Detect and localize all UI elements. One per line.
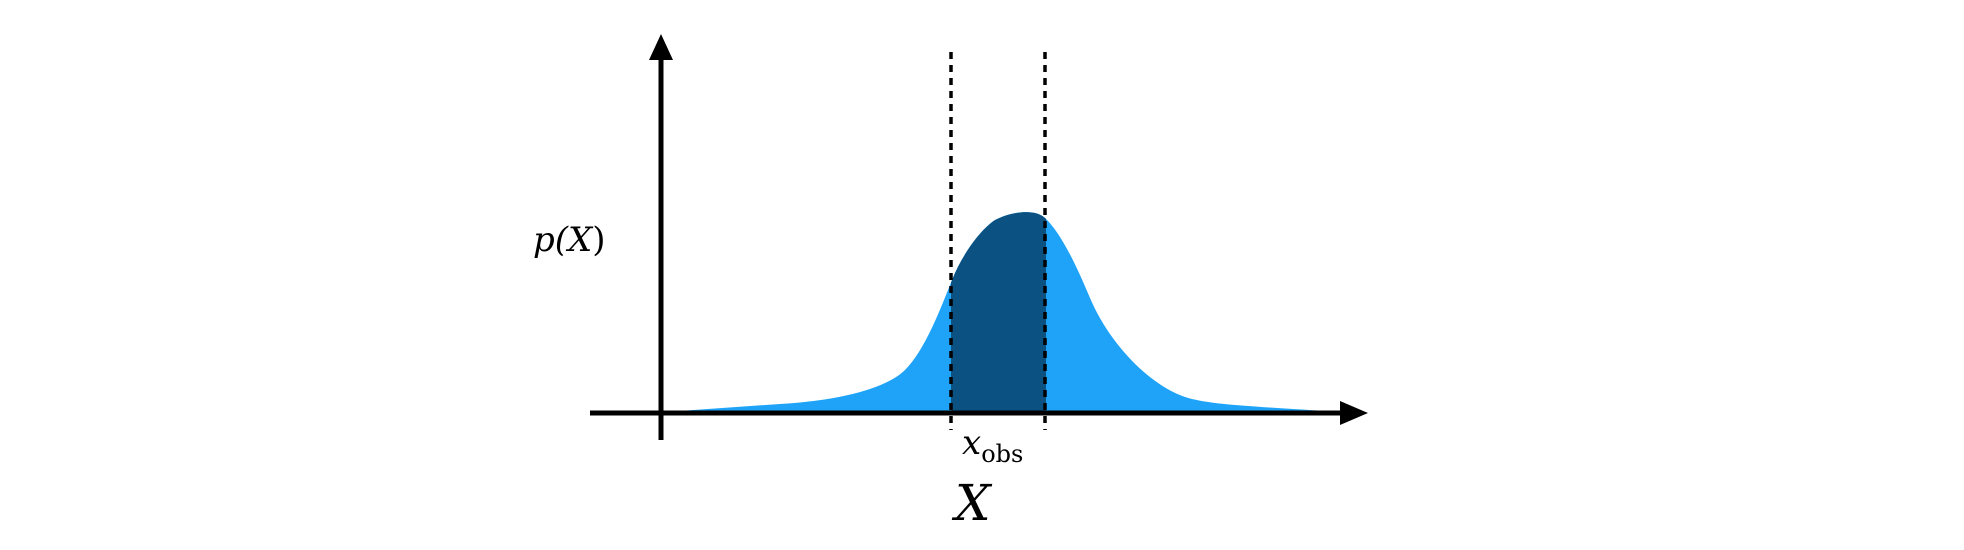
y-axis-label: p(X) xyxy=(533,220,606,260)
x-axis-label: X xyxy=(951,474,993,532)
observation-label: xobs xyxy=(962,423,1023,468)
y-axis-arrowhead xyxy=(649,34,673,60)
x-axis-arrowhead xyxy=(1340,401,1368,425)
observation-interval-area xyxy=(951,212,1046,412)
